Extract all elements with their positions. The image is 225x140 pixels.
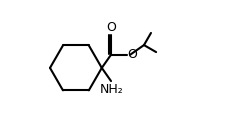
Text: O: O (127, 48, 137, 61)
Text: NH₂: NH₂ (99, 83, 123, 96)
Text: O: O (106, 21, 116, 34)
